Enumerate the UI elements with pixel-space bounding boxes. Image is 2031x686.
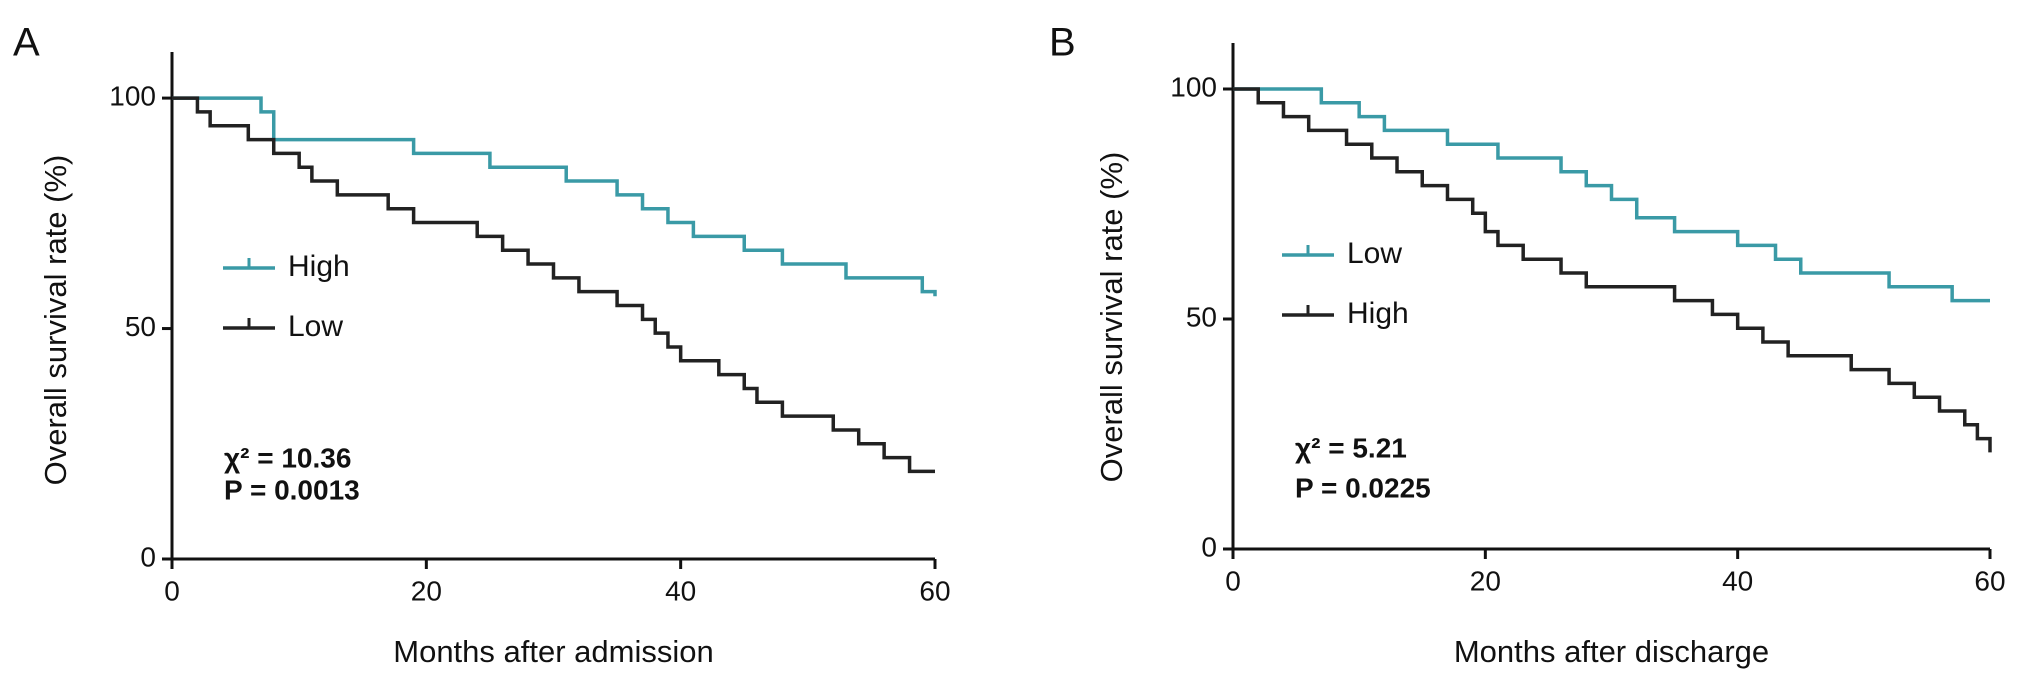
- legend-label: Low: [288, 310, 343, 343]
- y-tick-label: 100: [1170, 71, 1217, 102]
- annotation: P = 0.0013: [224, 474, 360, 505]
- x-tick-label: 0: [1225, 565, 1241, 596]
- x-axis-label: Months after admission: [393, 634, 713, 669]
- annotation: P = 0.0225: [1295, 472, 1431, 503]
- panel-label: B: [1049, 21, 1076, 65]
- y-tick-label: 50: [1186, 301, 1217, 332]
- y-tick-label: 0: [140, 541, 156, 572]
- x-tick-label: 60: [1974, 565, 2005, 596]
- legend-label: High: [1347, 297, 1409, 330]
- survival-curve: [172, 96, 937, 297]
- y-axis-label: Overall survival rate (%): [38, 155, 73, 486]
- x-tick-label: 0: [164, 575, 180, 606]
- annotation: χ² = 5.21: [1295, 432, 1407, 463]
- x-axis-label: Months after discharge: [1454, 634, 1769, 669]
- y-axis-label: Overall survival rate (%): [1094, 152, 1129, 483]
- survival-curve: [172, 96, 935, 474]
- y-tick-label: 0: [1201, 531, 1217, 562]
- panel-label: A: [13, 21, 40, 65]
- x-tick-label: 40: [1722, 565, 1753, 596]
- survival-curve: [1233, 87, 1990, 303]
- x-tick-label: 20: [1470, 565, 1501, 596]
- legend-label: Low: [1347, 237, 1402, 270]
- legend-label: High: [288, 250, 350, 283]
- annotation: χ² = 10.36: [224, 442, 351, 473]
- survival-curve: [1233, 87, 1992, 453]
- y-tick-label: 50: [125, 311, 156, 342]
- x-tick-label: 60: [919, 575, 950, 606]
- x-tick-label: 20: [411, 575, 442, 606]
- y-tick-label: 100: [109, 80, 156, 111]
- x-tick-label: 40: [665, 575, 696, 606]
